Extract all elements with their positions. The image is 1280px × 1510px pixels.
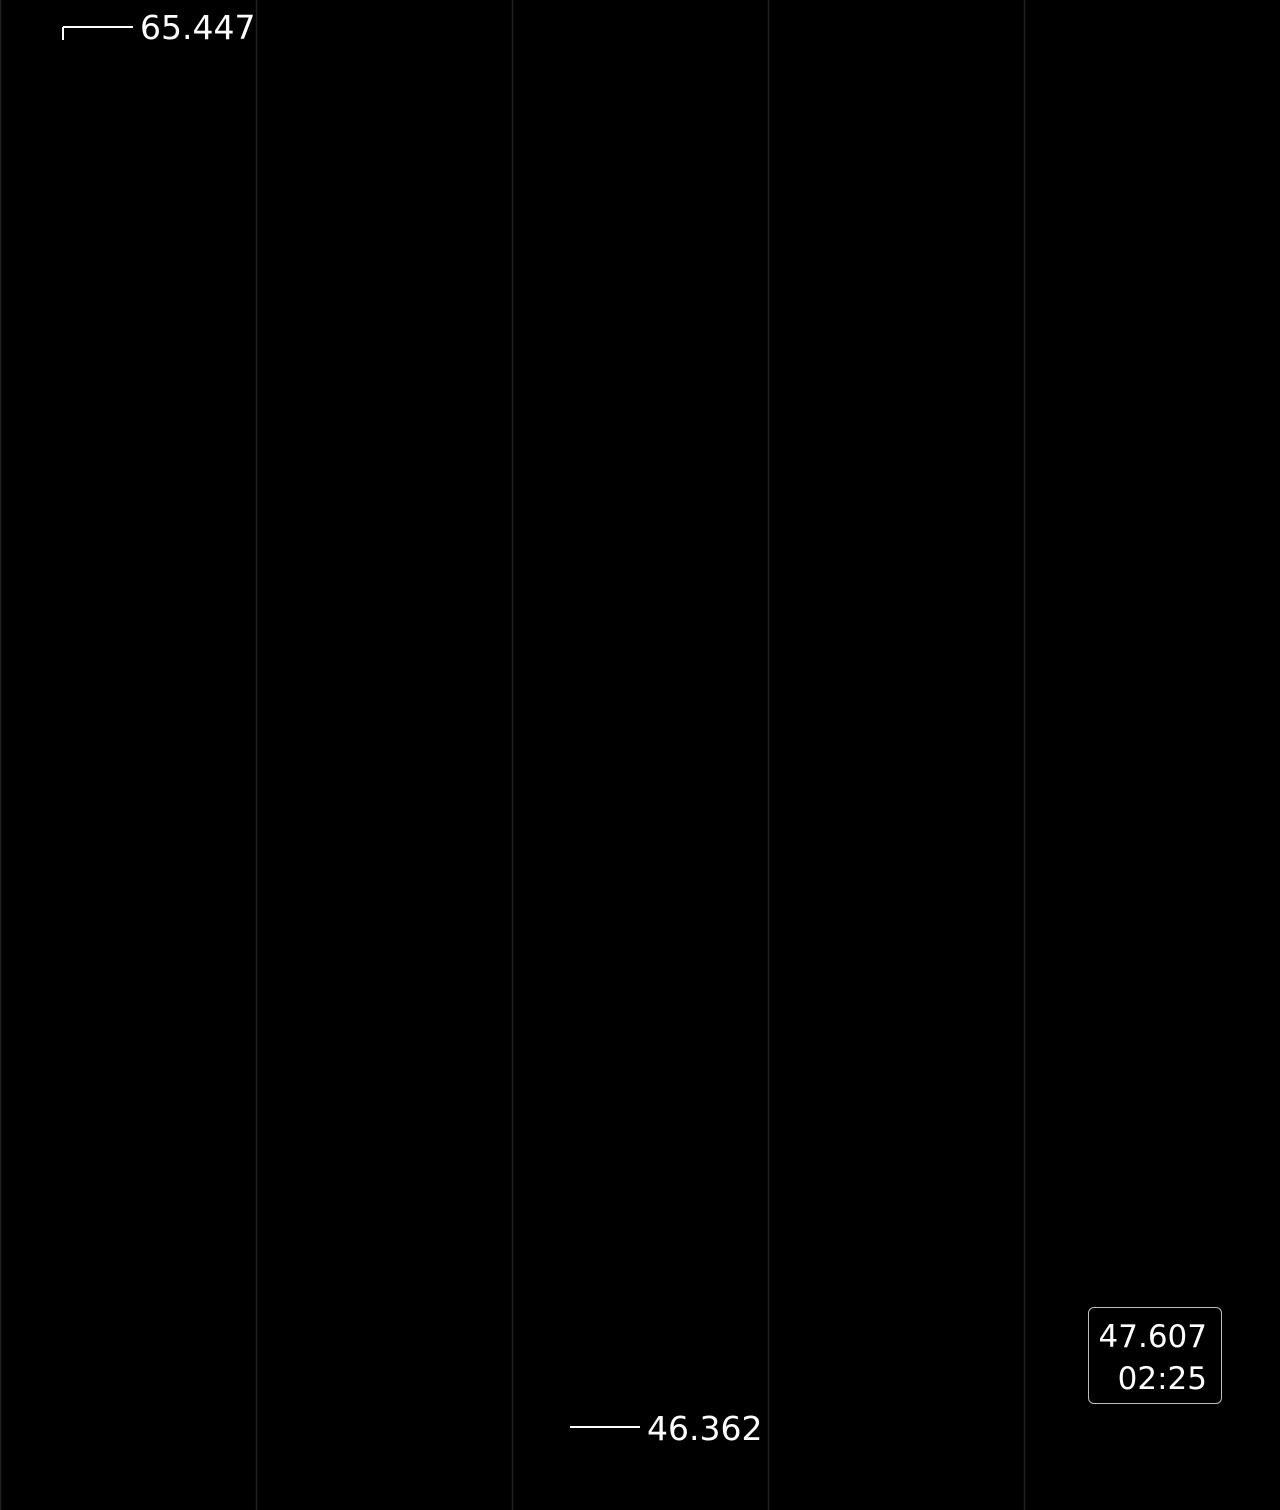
last-price-box: 47.607 02:25 [1088,1307,1222,1404]
last-price-value: 47.607 [1098,1319,1207,1355]
high-price-label: 65.447 [140,8,255,47]
countdown-timer: 02:25 [1117,1361,1207,1397]
low-price-label: 46.362 [647,1409,762,1448]
